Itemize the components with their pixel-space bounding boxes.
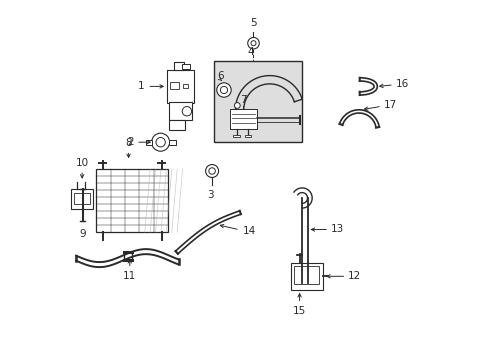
Text: 3: 3 [206,190,213,200]
Circle shape [151,133,169,151]
Text: 5: 5 [250,18,256,28]
Circle shape [208,168,215,174]
Bar [173,62,183,70]
Text: 14: 14 [242,226,255,236]
Circle shape [216,83,231,97]
Bar [182,64,190,69]
Circle shape [156,138,165,147]
Bar [169,140,175,145]
Text: 9: 9 [79,229,85,239]
Text: 12: 12 [347,271,361,281]
Bar [170,82,179,89]
Bar [71,189,93,209]
Text: 1: 1 [138,81,144,91]
Text: 6: 6 [216,71,223,81]
Text: 15: 15 [292,306,305,316]
Text: 2: 2 [127,137,134,147]
Text: 4: 4 [247,47,254,57]
Bar [294,266,319,284]
Text: 17: 17 [383,100,396,110]
Text: 8: 8 [125,138,132,148]
Bar [233,135,239,137]
Circle shape [250,41,256,46]
Text: 11: 11 [123,271,136,281]
Circle shape [234,103,240,108]
Circle shape [220,86,227,94]
Bar [96,169,168,232]
Bar [167,70,194,103]
Bar [183,84,187,88]
Text: 7: 7 [240,95,246,105]
Bar [290,263,322,290]
Text: 13: 13 [330,225,344,234]
Bar [230,109,257,129]
Bar [145,140,152,145]
Bar [168,102,192,120]
Bar [213,61,302,142]
Circle shape [182,107,191,116]
Bar [168,120,185,130]
Bar [74,193,90,204]
Text: 16: 16 [395,79,408,89]
Bar [244,135,251,137]
Circle shape [205,165,218,177]
Circle shape [247,37,259,49]
Text: 10: 10 [76,158,88,168]
